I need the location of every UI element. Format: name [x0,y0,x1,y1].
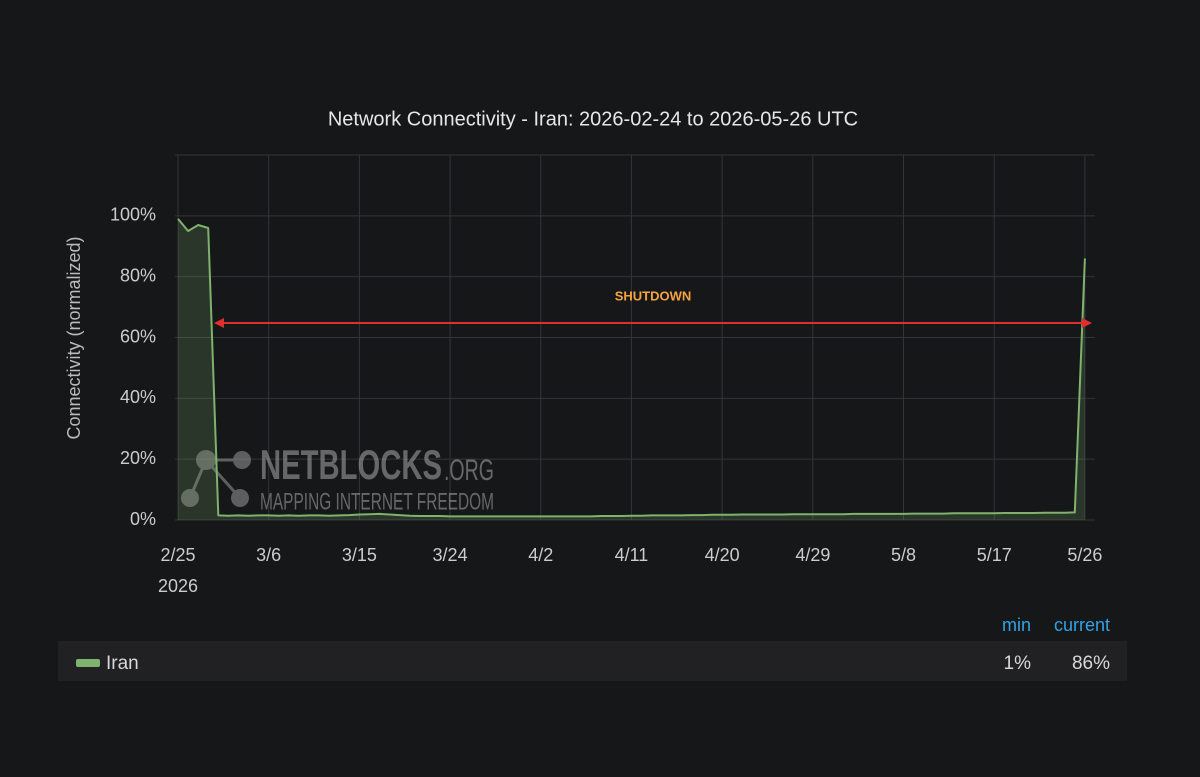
watermark-icon [196,450,216,470]
y-tick-label: 0% [130,509,156,529]
x-tick-label: 4/29 [795,545,830,565]
annotation-arrowhead [1082,318,1092,328]
watermark-icon [181,489,199,507]
legend-swatch[interactable] [76,659,100,667]
x-tick-label: 5/26 [1067,545,1102,565]
y-tick-label: 80% [120,265,156,285]
legend-row [58,641,1127,681]
y-tick-label: 100% [110,205,156,225]
series-layer [177,218,1086,520]
x-tick-label: 5/17 [977,545,1012,565]
watermark-suffix: .ORG [444,454,494,487]
y-tick-label: 20% [120,448,156,468]
x-tick-label: 3/6 [256,545,281,565]
watermark-name: NETBLOCKS [260,441,442,488]
x-tick-label: 4/2 [528,545,553,565]
grid [175,154,1095,521]
series-line [177,218,1086,518]
x-year-label: 2026 [158,576,198,596]
annotation-text: SHUTDOWN [615,288,692,303]
x-tick-label: 3/24 [433,545,468,565]
watermark-icon [231,489,249,507]
legend-column-header[interactable]: min [1002,615,1031,635]
y-tick-label: 40% [120,387,156,407]
watermark: NETBLOCKS .ORG MAPPING INTERNET FREEDOM [181,441,494,515]
legend-column-header[interactable]: current [1054,615,1110,635]
x-tick-label: 4/20 [705,545,740,565]
y-axis-label: Connectivity (normalized) [64,236,84,439]
x-tick-label: 2/25 [160,545,195,565]
x-tick-label: 3/15 [342,545,377,565]
annotation-arrowhead [214,318,224,328]
watermark-tagline: MAPPING INTERNET FREEDOM [260,488,494,515]
x-tick-label: 4/11 [615,545,649,565]
annotation: SHUTDOWN [214,288,1092,328]
chart-title: Network Connectivity - Iran: 2026-02-24 … [328,108,858,130]
legend-value: 86% [1072,653,1110,674]
y-tick-label: 60% [120,326,156,346]
watermark-icon [233,451,251,469]
x-tick-label: 5/8 [891,545,916,565]
legend-value: 1% [1004,653,1032,674]
legend-label[interactable]: Iran [106,653,139,674]
